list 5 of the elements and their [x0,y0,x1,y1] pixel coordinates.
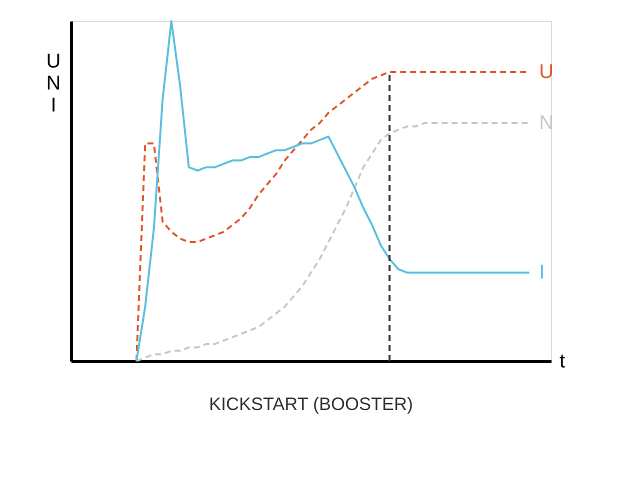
text: KICKSTART (BOOSTER) [208,394,414,414]
y-axis-title: U N I [46,50,61,116]
x-axis-title: t [560,350,566,372]
series-label: U [539,61,554,83]
series-label: I [539,262,545,284]
